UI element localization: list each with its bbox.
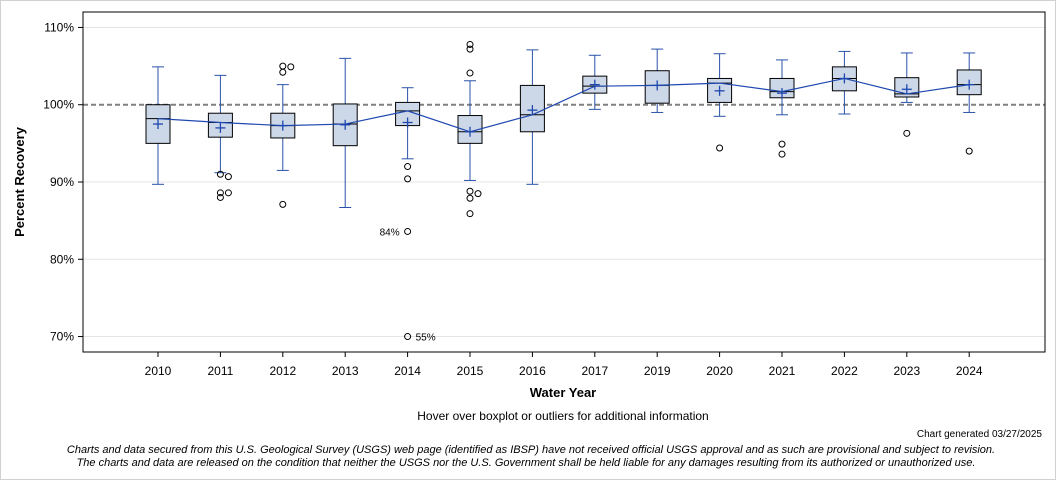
x-tick-label: 2013 xyxy=(332,364,359,378)
outlier-point xyxy=(778,150,786,158)
outlier-point xyxy=(224,173,232,181)
outlier-point xyxy=(216,193,224,201)
outlier-point xyxy=(466,40,474,48)
outlier-point xyxy=(216,189,224,197)
outlier-point xyxy=(404,175,412,183)
plot-area-border xyxy=(82,11,1046,353)
boxes-layer xyxy=(145,40,982,341)
x-tick-label: 2010 xyxy=(145,364,172,378)
y-tick-label: 110% xyxy=(44,20,74,34)
outlier-point xyxy=(716,144,724,152)
outlier-point xyxy=(224,189,232,197)
box-2021 xyxy=(769,59,795,158)
x-tick-label: 2019 xyxy=(644,364,671,378)
x-tick-label: 2014 xyxy=(394,364,421,378)
outlier-point xyxy=(965,147,973,155)
outlier-point xyxy=(279,62,287,70)
chart-generated-date: Chart generated 03/27/2025 xyxy=(916,429,1042,440)
outlier-point xyxy=(466,69,474,77)
hover-note: Hover over boxplot or outliers for addit… xyxy=(417,409,709,423)
y-tick-label: 100% xyxy=(43,98,74,112)
box-2013 xyxy=(332,57,358,208)
median-line-layer xyxy=(157,77,970,133)
disclaimer-line-1: Charts and data secured from this U.S. G… xyxy=(66,444,996,456)
y-axis-title: Percent Recovery xyxy=(12,126,27,237)
box-2012 xyxy=(270,62,296,208)
box-2020 xyxy=(707,53,733,152)
outlier-point xyxy=(404,227,412,235)
outlier-point xyxy=(279,68,287,76)
y-tick-label: 90% xyxy=(50,175,74,189)
x-axis-title: Water Year xyxy=(530,385,597,400)
median-trend-line xyxy=(157,77,970,133)
outlier-annotation-label: 55% xyxy=(416,333,436,344)
box-2023 xyxy=(894,52,920,137)
box-2010 xyxy=(145,66,171,185)
outlier-annotation-label: 84% xyxy=(380,227,400,238)
outlier-point xyxy=(474,190,482,198)
disclaimer-line-2: The charts and data are released on the … xyxy=(76,457,976,469)
outlier-point xyxy=(287,63,295,71)
y-tick-label: 70% xyxy=(50,330,74,344)
boxplot-chart: 70% 80% 90% 100% 110% 2010 2011 2012 2013 2014 201… xyxy=(12,11,1046,400)
x-tick-label: 2017 xyxy=(581,364,608,378)
outlier-point xyxy=(778,140,786,148)
x-tick-label: 2021 xyxy=(769,364,796,378)
axes: 70% 80% 90% 100% 110% 2010 2011 2012 2013 2014 201… xyxy=(43,11,1046,378)
outlier-point xyxy=(216,170,224,178)
x-tick-label: 2015 xyxy=(457,364,484,378)
outlier-point xyxy=(466,187,474,195)
outlier-point xyxy=(903,129,911,137)
outlier-point xyxy=(466,45,474,53)
box-2011 xyxy=(207,74,233,201)
box-2024 xyxy=(956,52,982,155)
box-2017 xyxy=(582,54,608,110)
y-tick-label: 80% xyxy=(50,252,74,266)
outlier-point xyxy=(279,200,287,208)
x-tick-label: 2024 xyxy=(956,364,983,378)
outlier-point xyxy=(466,194,474,202)
x-tick-label: 2016 xyxy=(519,364,546,378)
box-2014 xyxy=(395,87,421,341)
outlier-point xyxy=(404,163,412,171)
x-tick-label: 2023 xyxy=(893,364,920,378)
gridlines xyxy=(83,26,1045,338)
outlier-point xyxy=(404,333,412,341)
box-2016 xyxy=(519,49,545,185)
outlier-point xyxy=(466,210,474,218)
x-tick-label: 2022 xyxy=(831,364,858,378)
x-tick-label: 2011 xyxy=(207,364,233,378)
box-2019 xyxy=(644,48,670,113)
x-tick-label: 2020 xyxy=(706,364,733,378)
x-tick-label: 2012 xyxy=(269,364,296,378)
